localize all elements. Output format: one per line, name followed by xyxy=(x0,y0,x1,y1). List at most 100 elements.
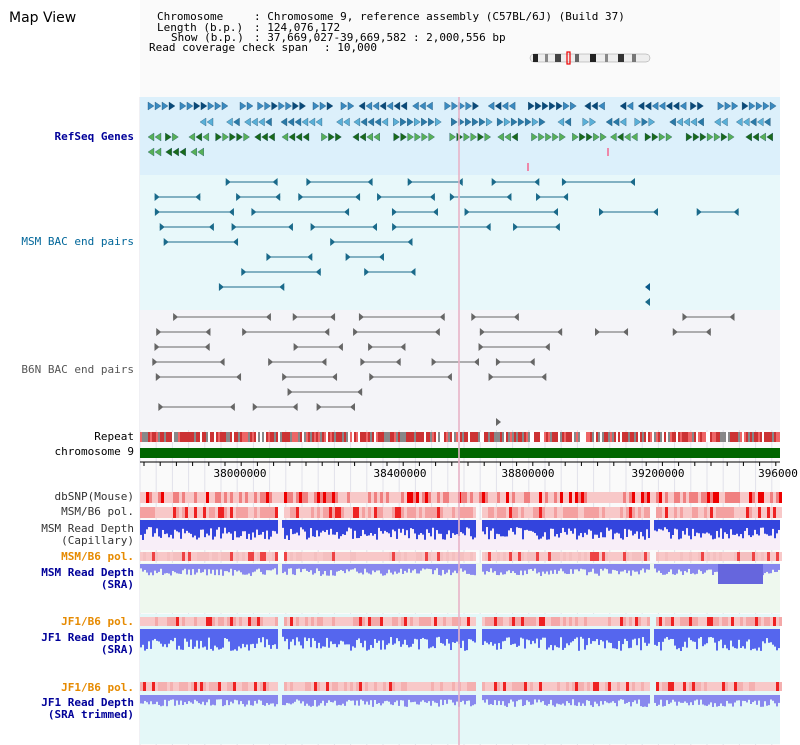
heat-cell xyxy=(707,682,710,691)
repeat-segment xyxy=(630,432,632,442)
depth-bar xyxy=(244,695,246,707)
depth-bar xyxy=(654,564,656,569)
depth-bar xyxy=(516,695,518,702)
heat-cell xyxy=(692,507,695,518)
b6n-bac-pairs[interactable] xyxy=(152,313,735,426)
depth-bar xyxy=(272,564,274,570)
heat-cell xyxy=(515,682,518,691)
depth-bar xyxy=(548,695,550,705)
depth-bar xyxy=(470,695,472,707)
heat-cell xyxy=(176,507,179,518)
depth-bar xyxy=(736,695,738,701)
refseq-genes[interactable] xyxy=(147,101,777,171)
depth-bar xyxy=(164,520,166,535)
repeat-segment xyxy=(300,432,302,442)
gene-arrow xyxy=(335,132,342,142)
gene-arrow xyxy=(292,101,299,111)
msm-bac-pairs[interactable] xyxy=(154,178,739,306)
depth-bar xyxy=(696,564,698,574)
heat-cell xyxy=(629,507,632,518)
bac-end xyxy=(552,208,558,216)
depth-bar xyxy=(242,629,244,644)
heat-cell xyxy=(155,552,158,561)
repeat-segment xyxy=(348,432,350,442)
heat-cell xyxy=(656,617,659,626)
ideogram-band xyxy=(605,54,608,62)
heat-cell xyxy=(545,492,548,503)
depth-bar xyxy=(262,695,264,705)
heat-cell xyxy=(389,617,392,626)
gene-arrow xyxy=(449,132,456,142)
depth-bar xyxy=(698,695,700,705)
repeat-segment xyxy=(272,432,274,442)
depth-bar xyxy=(300,695,302,704)
heat-cell xyxy=(140,617,143,626)
depth-bar xyxy=(180,695,182,701)
repeat-segment xyxy=(660,432,662,442)
depth-bar xyxy=(188,564,190,570)
heat-cell xyxy=(758,507,761,518)
repeat-segment xyxy=(140,432,142,442)
depth-bar xyxy=(142,629,144,645)
depth-bar xyxy=(208,695,210,700)
heat-cell xyxy=(428,552,431,561)
depth-bar xyxy=(594,564,596,574)
repeat-segment xyxy=(338,432,340,442)
depth-bar xyxy=(662,564,664,575)
heat-cell xyxy=(260,507,263,518)
depth-bar xyxy=(674,564,676,575)
heat-cell xyxy=(704,492,707,503)
heat-cell xyxy=(179,552,182,561)
depth-bar xyxy=(230,564,232,569)
depth-bar xyxy=(624,520,626,529)
heat-cell xyxy=(584,552,587,561)
heat-cell xyxy=(197,507,200,518)
gene-arrow xyxy=(285,101,292,111)
heat-cell xyxy=(170,682,173,691)
depth-bar xyxy=(576,520,578,540)
depth-bar xyxy=(180,520,182,539)
repeat-segment xyxy=(432,432,434,442)
repeat-segment xyxy=(756,432,758,442)
depth-bar xyxy=(524,695,526,706)
depth-bar xyxy=(306,695,308,704)
chromosome-ideogram[interactable] xyxy=(529,51,651,65)
heat-cell xyxy=(542,552,545,561)
depth-bar xyxy=(266,520,268,531)
depth-bar xyxy=(580,695,582,706)
heat-cell xyxy=(422,492,425,503)
heat-cell xyxy=(392,552,395,561)
depth-bar xyxy=(504,629,506,641)
gene-arrow xyxy=(147,132,155,142)
depth-bar xyxy=(550,520,552,529)
depth-bar xyxy=(622,520,624,540)
heat-cell xyxy=(740,617,743,626)
heat-cell xyxy=(722,552,725,561)
depth-bar xyxy=(614,564,616,571)
heat-cell xyxy=(176,682,179,691)
heat-cell xyxy=(530,492,533,503)
depth-bar xyxy=(646,564,648,570)
depth-bar xyxy=(696,629,698,650)
depth-bar xyxy=(658,520,660,529)
heat-cell xyxy=(581,492,584,503)
depth-bar xyxy=(384,564,386,576)
depth-bar xyxy=(188,520,190,533)
depth-bar xyxy=(444,520,446,540)
depth-bar xyxy=(706,629,708,644)
bac-end xyxy=(733,208,739,216)
depth-bar xyxy=(754,629,756,649)
bac-end xyxy=(156,328,162,336)
heat-cell xyxy=(710,492,713,503)
heat-cell xyxy=(332,682,335,691)
gene-arrow xyxy=(619,117,627,127)
gene-arrow xyxy=(720,132,728,142)
depth-bar xyxy=(716,629,718,651)
repeat-segment xyxy=(560,432,562,442)
repeat-segment xyxy=(606,432,608,442)
depth-bar xyxy=(716,695,718,707)
depth-bar xyxy=(286,695,288,703)
heat-cell xyxy=(749,617,752,626)
depth-bar xyxy=(160,695,162,707)
depth-bar xyxy=(472,629,474,642)
